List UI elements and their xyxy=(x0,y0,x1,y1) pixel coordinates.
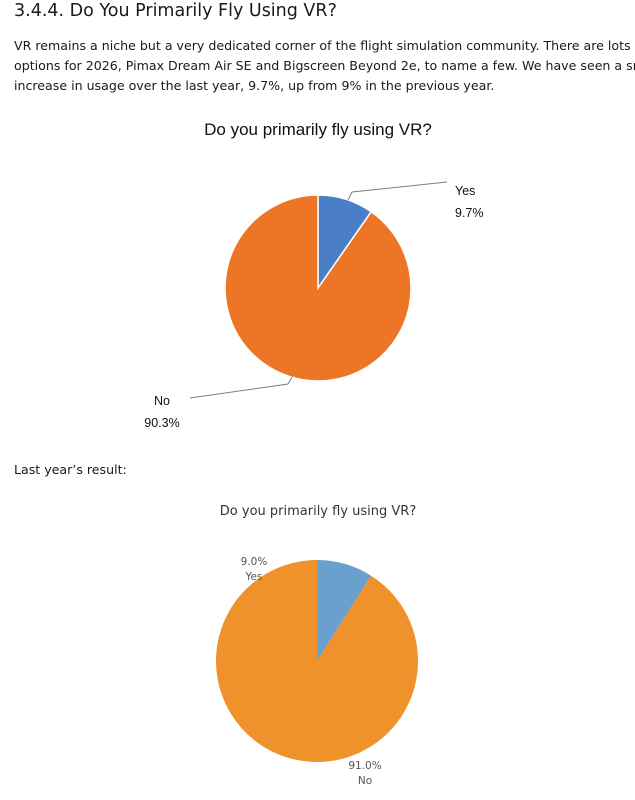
leader-line-no xyxy=(189,376,293,399)
slice-category-label-no: No xyxy=(154,394,170,408)
slice-value-label-no: 91.0% xyxy=(348,760,381,772)
intro-paragraph: VR remains a niche but a very dedicated … xyxy=(14,36,635,96)
slice-value-label-yes: 9.0% xyxy=(241,556,268,568)
slice-category-label-yes: Yes xyxy=(455,184,475,198)
chart-title: Do you primarily fly using VR? xyxy=(204,120,432,139)
pie-slice-no xyxy=(216,560,419,762)
last-year-label: Last year’s result: xyxy=(14,462,127,477)
section-heading: 3.4.4. Do You Primarily Fly Using VR? xyxy=(14,1,337,21)
previous-year-pie-chart: Do you primarily fly using VR? 9.0% Yes … xyxy=(216,504,419,787)
leader-line-yes xyxy=(347,181,448,201)
pie-slices xyxy=(224,194,412,382)
slice-value-label-no: 90.3% xyxy=(144,416,179,430)
slice-category-label-no: No xyxy=(358,775,372,787)
intro-line: options for 2026, Pimax Dream Air SE and… xyxy=(14,58,635,73)
intro-line: VR remains a niche but a very dedicated … xyxy=(14,38,635,53)
pie-slices xyxy=(216,560,419,762)
leader-lines xyxy=(189,181,448,399)
chart-title: Do you primarily fly using VR? xyxy=(220,504,416,519)
pie-slice-yes xyxy=(317,560,372,661)
slice-value-label-yes: 9.7% xyxy=(455,206,484,220)
slice-category-label-yes: Yes xyxy=(245,571,263,583)
intro-line: increase in usage over the last year, 9.… xyxy=(14,78,495,93)
current-year-pie-chart: Do you primarily fly using VR? Yes 9.7% … xyxy=(144,120,484,430)
pie-slice-no xyxy=(224,194,412,382)
